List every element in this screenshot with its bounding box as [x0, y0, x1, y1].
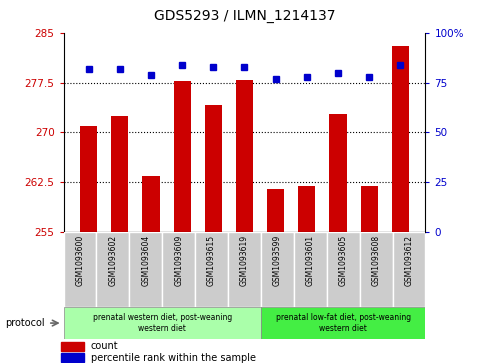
Bar [329, 114, 346, 232]
Bar [129, 232, 162, 307]
Bar [261, 307, 425, 339]
Text: GSM1093601: GSM1093601 [305, 234, 314, 286]
Bar [142, 176, 159, 232]
Text: GSM1093599: GSM1093599 [272, 234, 281, 286]
Text: GSM1093604: GSM1093604 [141, 234, 150, 286]
Bar [61, 353, 83, 362]
Bar [359, 232, 392, 307]
Text: prenatal western diet, post-weaning
western diet: prenatal western diet, post-weaning west… [92, 313, 231, 333]
Bar [235, 80, 253, 232]
Bar [204, 105, 222, 232]
Bar [261, 232, 293, 307]
Bar [227, 232, 261, 307]
Text: GSM1093612: GSM1093612 [404, 234, 413, 286]
Bar [266, 189, 284, 232]
Text: GSM1093609: GSM1093609 [174, 234, 183, 286]
Bar [63, 307, 261, 339]
Bar [360, 186, 377, 232]
Text: GSM1093619: GSM1093619 [240, 234, 248, 286]
Bar [173, 81, 190, 232]
Text: percentile rank within the sample: percentile rank within the sample [91, 352, 255, 363]
Bar [298, 186, 315, 232]
Bar [80, 126, 97, 232]
Bar [392, 232, 425, 307]
Bar [293, 232, 326, 307]
Text: GSM1093608: GSM1093608 [371, 234, 380, 286]
Bar [96, 232, 129, 307]
Text: GSM1093602: GSM1093602 [108, 234, 117, 286]
Text: GDS5293 / ILMN_1214137: GDS5293 / ILMN_1214137 [153, 9, 335, 23]
Text: count: count [91, 341, 118, 351]
Text: GSM1093615: GSM1093615 [207, 234, 216, 286]
Text: GSM1093605: GSM1093605 [338, 234, 347, 286]
Bar [391, 46, 408, 232]
Bar [326, 232, 359, 307]
Bar [63, 232, 96, 307]
Bar [61, 342, 83, 351]
Text: protocol: protocol [5, 318, 44, 328]
Bar [111, 116, 128, 232]
Text: GSM1093600: GSM1093600 [75, 234, 84, 286]
Text: prenatal low-fat diet, post-weaning
western diet: prenatal low-fat diet, post-weaning west… [275, 313, 410, 333]
Bar [162, 232, 195, 307]
Bar [195, 232, 227, 307]
